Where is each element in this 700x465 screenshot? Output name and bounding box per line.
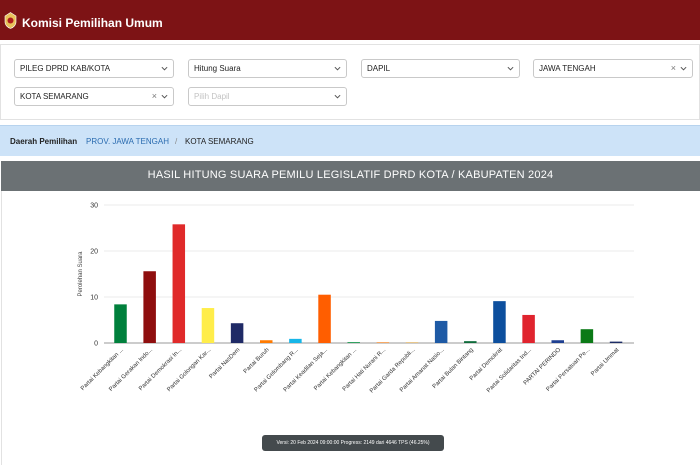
breadcrumb-separator: / — [175, 137, 178, 146]
bar-16 — [551, 340, 564, 343]
y-tick-label: 30 — [90, 203, 98, 210]
breadcrumb-current: KOTA SEMARANG — [185, 137, 254, 146]
y-tick-label: 20 — [90, 249, 98, 256]
bar-9 — [347, 342, 360, 343]
count-type-select-value: Hitung Suara — [194, 64, 241, 73]
bar-6 — [260, 340, 273, 343]
bar-3 — [172, 224, 186, 343]
election-select-value: PILEG DPRD KAB/KOTA — [20, 64, 111, 73]
region-type-select-value: DAPIL — [367, 64, 391, 73]
y-axis-label: Perolehan Suara — [78, 251, 84, 297]
bar-15 — [522, 314, 535, 343]
chevron-down-icon — [161, 66, 168, 71]
bar-5 — [230, 323, 244, 343]
city-select-value: KOTA SEMARANG — [20, 92, 89, 101]
app-header: Komisi Pemilihan Umum — [0, 0, 700, 40]
chevron-down-icon — [507, 66, 514, 71]
clear-city-icon[interactable]: × — [151, 91, 157, 101]
bar-17 — [580, 329, 594, 343]
clear-province-icon[interactable]: × — [670, 63, 676, 73]
chevron-down-icon — [334, 66, 341, 71]
panel-header: HASIL HITUNG SUARA PEMILU LEGISLATIF DPR… — [1, 161, 700, 191]
election-select[interactable]: PILEG DPRD KAB/KOTA — [14, 59, 174, 78]
chevron-down-icon — [334, 94, 341, 99]
bar-2 — [143, 271, 156, 343]
x-tick-label: Partai Ummat — [590, 347, 620, 377]
bar-8 — [318, 294, 331, 343]
bar-4 — [201, 308, 215, 343]
y-tick-label: 10 — [90, 295, 98, 302]
x-tick-label: Partai NasDem — [209, 347, 242, 380]
bar-7 — [289, 338, 302, 343]
count-type-select[interactable]: Hitung Suara — [188, 59, 347, 78]
chart-panel: 0 10 20 30 Perolehan Suara Partai Kebangkitan… — [1, 191, 700, 465]
progress-tooltip: Versi: 20 Feb 2024 09:00:00 Progress: 21… — [262, 435, 444, 451]
province-select[interactable]: JAWA TENGAH × — [533, 59, 693, 78]
bar-10 — [376, 342, 390, 343]
chevron-down-icon — [680, 66, 687, 71]
dapil-select[interactable]: Pilih Dapil — [188, 87, 347, 106]
dapil-select-placeholder: Pilih Dapil — [194, 92, 230, 101]
city-select[interactable]: KOTA SEMARANG × — [14, 87, 174, 106]
bar-11 — [405, 342, 419, 343]
bar-12 — [434, 320, 448, 343]
bar-18 — [609, 341, 623, 343]
app-title: Komisi Pemilihan Umum — [22, 16, 163, 30]
kpu-logo-icon[interactable] — [4, 12, 17, 29]
x-tick-label: Partai Buruh — [243, 347, 271, 375]
province-select-value: JAWA TENGAH — [539, 64, 596, 73]
y-tick-label: 0 — [94, 341, 98, 348]
bar-1 — [114, 304, 127, 343]
region-type-select[interactable]: DAPIL — [361, 59, 520, 78]
bar-14 — [493, 301, 506, 343]
breadcrumb-link-province[interactable]: PROV. JAWA TENGAH — [86, 137, 169, 146]
bar-13 — [464, 341, 477, 343]
chevron-down-icon — [161, 94, 168, 99]
breadcrumb-label: Daerah Pemilihan — [10, 137, 78, 146]
breadcrumb: Daerah Pemilihan PROV. JAWA TENGAH / KOT… — [0, 125, 700, 156]
filter-panel: PILEG DPRD KAB/KOTA Hitung Suara DAPIL J… — [0, 44, 700, 120]
panel-title: HASIL HITUNG SUARA PEMILU LEGISLATIF DPR… — [147, 169, 554, 181]
